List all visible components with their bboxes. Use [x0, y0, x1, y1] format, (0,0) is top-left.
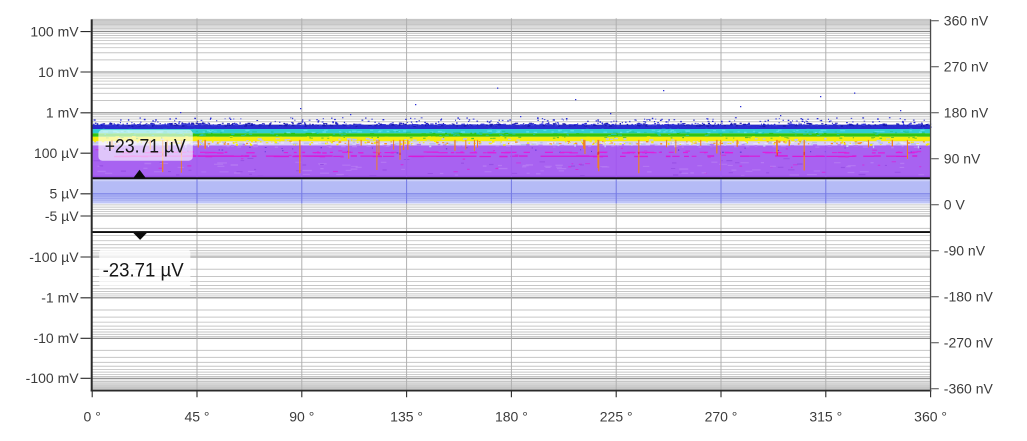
svg-text:90 °: 90 ° — [289, 408, 314, 424]
svg-text:45 °: 45 ° — [184, 408, 209, 424]
svg-text:270 nV: 270 nV — [944, 59, 989, 75]
svg-text:360 nV: 360 nV — [944, 13, 989, 29]
svg-text:-23.71 µV: -23.71 µV — [103, 259, 184, 281]
svg-text:-180 nV: -180 nV — [944, 289, 994, 305]
svg-text:180 °: 180 ° — [495, 408, 528, 424]
svg-text:360 °: 360 ° — [914, 408, 947, 424]
svg-text:+23.71 µV: +23.71 µV — [105, 135, 186, 157]
svg-text:90 nV: 90 nV — [944, 151, 981, 167]
svg-text:0 °: 0 ° — [84, 408, 101, 424]
svg-text:-5 µV: -5 µV — [45, 208, 79, 224]
svg-text:5 µV: 5 µV — [50, 186, 80, 202]
svg-text:-1 mV: -1 mV — [41, 290, 79, 306]
svg-text:0 V: 0 V — [944, 197, 966, 213]
svg-text:100 µV: 100 µV — [34, 145, 79, 161]
svg-text:180 nV: 180 nV — [944, 105, 989, 121]
svg-text:10 mV: 10 mV — [38, 64, 79, 80]
svg-text:315 °: 315 ° — [809, 408, 842, 424]
svg-text:135 °: 135 ° — [390, 408, 423, 424]
svg-text:100 mV: 100 mV — [30, 24, 79, 40]
svg-text:-360 nV: -360 nV — [944, 381, 994, 397]
svg-text:-90 nV: -90 nV — [944, 243, 986, 259]
svg-text:-10 mV: -10 mV — [33, 330, 79, 346]
svg-text:-100 mV: -100 mV — [26, 370, 80, 386]
svg-text:270 °: 270 ° — [705, 408, 738, 424]
svg-text:1 mV: 1 mV — [46, 105, 79, 121]
svg-text:225 °: 225 ° — [600, 408, 633, 424]
svg-text:-270 nV: -270 nV — [944, 335, 994, 351]
svg-text:-100 µV: -100 µV — [29, 249, 79, 265]
